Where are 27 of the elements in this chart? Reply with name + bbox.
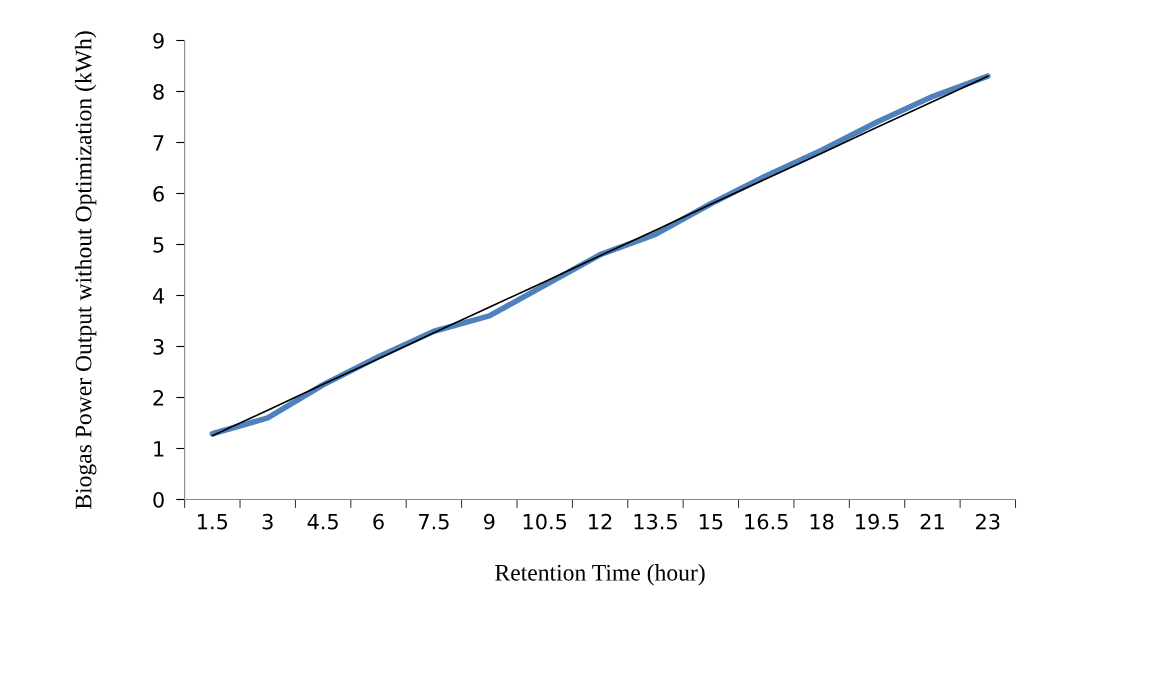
x-tick-label: 12 (589, 513, 612, 530)
x-tick-label: 21 (920, 513, 944, 530)
y-tick-label: 1 (154, 441, 164, 457)
x-tick-label: 15 (699, 514, 723, 530)
y-tick-label: 4 (152, 288, 165, 304)
y-tick-label: 5 (153, 237, 164, 253)
y-tick-label: 2 (153, 389, 164, 406)
x-tick-label: 19.5 (856, 513, 899, 530)
x-axis-title: Retention Time (hour) (495, 564, 705, 586)
x-tick-label: 16.5 (745, 513, 788, 530)
y-axis-title: Biogas Power Output without Optimization (kWh) (74, 31, 97, 510)
x-tick-label: 7.5 (419, 514, 449, 530)
y-tick-label: 0 (153, 491, 164, 508)
y-tick-label: 7 (153, 135, 164, 151)
x-tick-label: 1.5 (198, 514, 228, 530)
x-tick-label: 9 (483, 513, 495, 530)
y-tick-label: 8 (153, 83, 164, 100)
x-tick-label: 13.5 (634, 513, 677, 530)
x-tick-label: 10.5 (523, 513, 567, 530)
x-tick-label: 4.5 (307, 514, 338, 530)
x-tick-label: 23 (976, 513, 1000, 530)
y-tick-label: 3 (153, 338, 164, 355)
x-tick-label: 18 (810, 513, 834, 530)
x-tick-label: 6 (373, 513, 384, 530)
y-tick-label: 9 (153, 32, 164, 49)
x-tick-label: 3 (262, 513, 273, 530)
y-tick-label: 6 (153, 185, 164, 202)
